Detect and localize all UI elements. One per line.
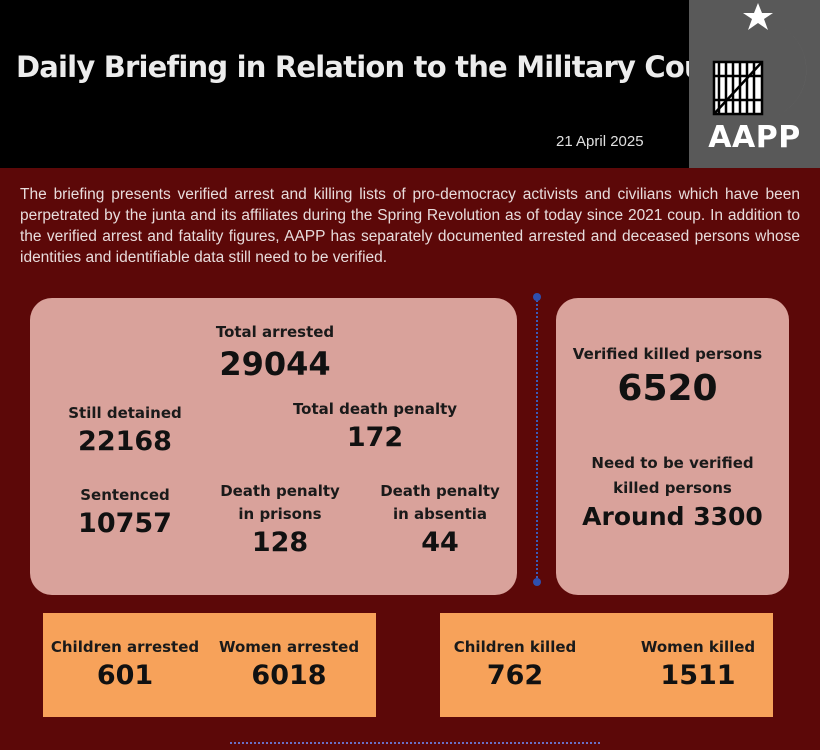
divider-dot-bottom (533, 578, 541, 586)
children-killed-label: Children killed (453, 638, 577, 656)
death-penalty-absentia-value: 44 (421, 527, 459, 558)
women-arrested-stat: Women arrested 6018 (213, 636, 365, 693)
children-arrested-stat: Children arrested 601 (49, 636, 201, 693)
bottom-divider (230, 742, 600, 744)
children-killed-value: 762 (486, 660, 544, 691)
death-penalty-absentia-label-1: Death penalty (380, 482, 500, 500)
death-penalty-prisons-stat: Death penalty in prisons 128 (210, 480, 350, 560)
total-arrested-stat: Total arrested 29044 (180, 321, 370, 384)
total-death-penalty-value: 172 (346, 422, 404, 453)
still-detained-label: Still detained (68, 404, 182, 422)
total-arrested-label: Total arrested (215, 323, 335, 341)
women-arrested-label: Women arrested (218, 638, 360, 656)
women-killed-value: 1511 (660, 660, 736, 691)
unverified-killed-stat: Need to be verified killed persons Aroun… (556, 452, 789, 534)
verified-killed-value: 6520 (617, 368, 718, 409)
crescent-star-prison-icon (712, 3, 807, 121)
verified-killed-label: Verified killed persons (572, 345, 763, 363)
children-arrested-value: 601 (96, 660, 154, 691)
death-penalty-absentia-stat: Death penalty in absentia 44 (370, 480, 510, 560)
sentenced-value: 10757 (78, 508, 172, 539)
total-arrested-value: 29044 (219, 345, 331, 383)
still-detained-value: 22168 (78, 426, 172, 457)
total-death-penalty-stat: Total death penalty 172 (280, 398, 470, 455)
sentenced-label: Sentenced (80, 486, 170, 504)
still-detained-stat: Still detained 22168 (50, 402, 200, 459)
page-title: Daily Briefing in Relation to the Milita… (16, 50, 725, 84)
women-arrested-value: 6018 (251, 660, 327, 691)
death-penalty-absentia-label-2: in absentia (392, 505, 488, 523)
header-bar: Daily Briefing in Relation to the Milita… (0, 0, 820, 168)
briefing-date: 21 April 2025 (556, 133, 644, 150)
unverified-killed-label-2: killed persons (613, 479, 732, 497)
verified-killed-stat: Verified killed persons 6520 (556, 343, 779, 412)
unverified-killed-label-1: Need to be verified (591, 454, 754, 472)
unverified-killed-value: Around 3300 (582, 502, 763, 531)
children-arrested-label: Children arrested (50, 638, 200, 656)
logo-text: AAPP (708, 120, 801, 155)
killed-panel: Verified killed persons 6520 Need to be … (556, 298, 789, 595)
death-penalty-prisons-label-2: in prisons (238, 505, 322, 523)
panel-divider (536, 296, 538, 582)
arrests-panel: Total arrested 29044 Still detained 2216… (30, 298, 517, 595)
children-killed-stat: Children killed 762 (440, 636, 590, 693)
women-killed-label: Women killed (640, 638, 756, 656)
divider-dot-top (533, 293, 541, 301)
death-penalty-prisons-value: 128 (251, 527, 309, 558)
women-killed-stat: Women killed 1511 (623, 636, 773, 693)
arrest-breakdown-box: Children arrested 601 Women arrested 601… (43, 613, 376, 717)
death-penalty-prisons-label-1: Death penalty (220, 482, 340, 500)
sentenced-stat: Sentenced 10757 (50, 484, 200, 541)
total-death-penalty-label: Total death penalty (292, 400, 458, 418)
intro-paragraph: The briefing presents verified arrest an… (20, 186, 800, 266)
killed-breakdown-box: Children killed 762 Women killed 1511 (440, 613, 773, 717)
aapp-logo: AAPP (689, 0, 820, 168)
